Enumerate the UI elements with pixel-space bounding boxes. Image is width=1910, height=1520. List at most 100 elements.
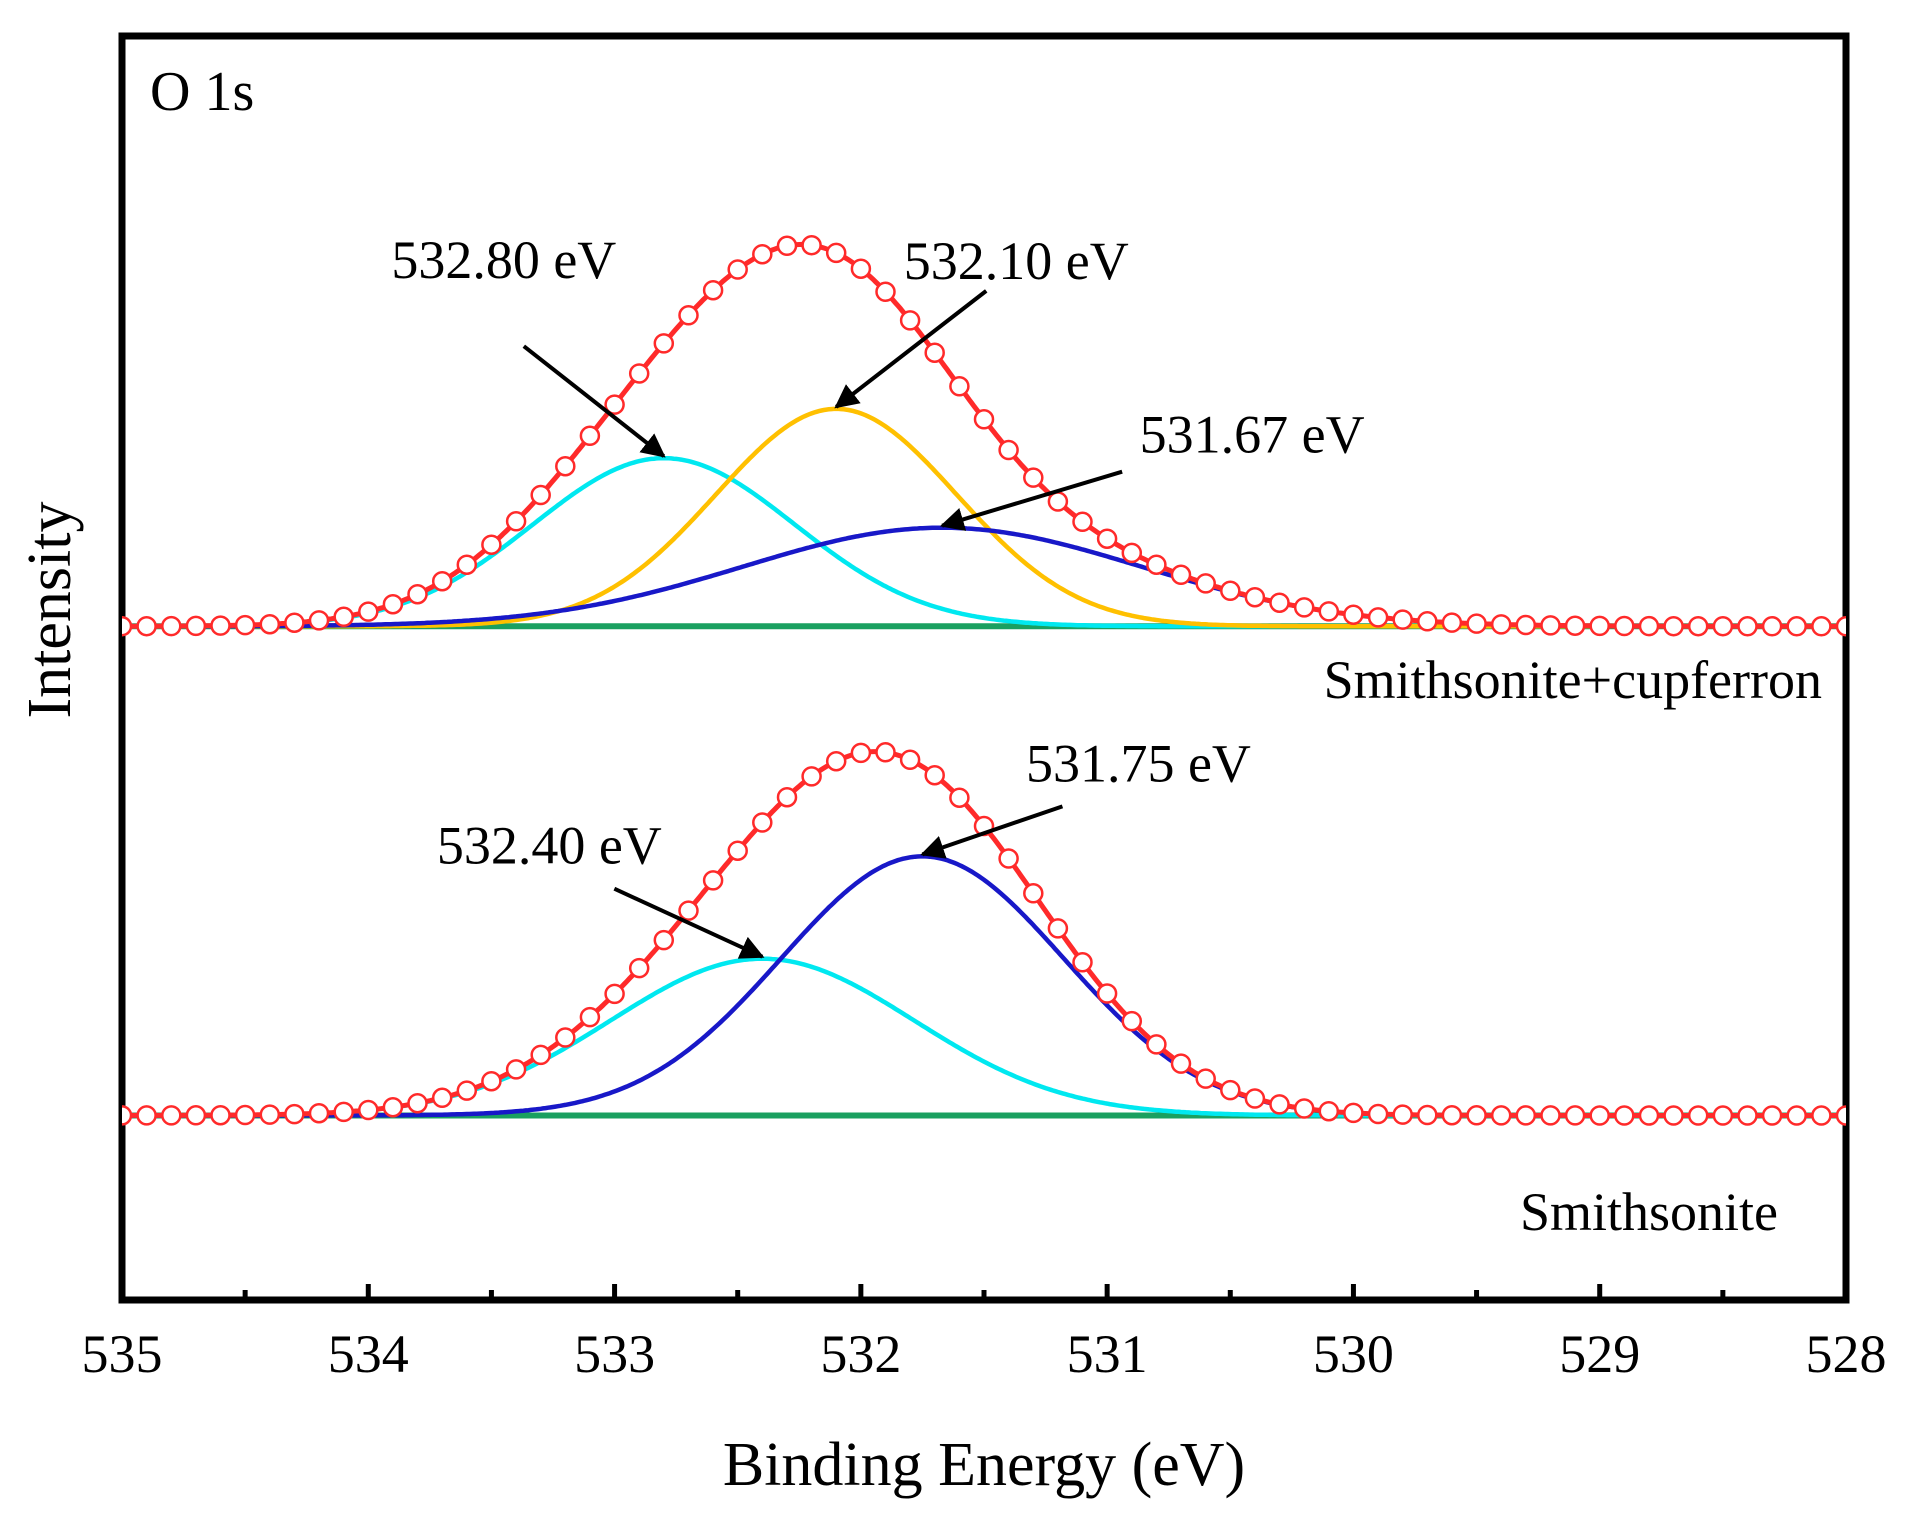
raw-data-point (1023, 467, 1044, 488)
x-tick-label: 530 (1313, 1324, 1394, 1384)
raw-data-point (776, 786, 798, 808)
raw-data-point (234, 614, 256, 636)
raw-data-point (1663, 615, 1684, 637)
raw-data-point (1490, 614, 1512, 635)
raw-data-point (825, 242, 847, 264)
raw-data-point (1540, 615, 1561, 636)
raw-data-point (1343, 604, 1364, 625)
component-peak-line (122, 854, 1846, 1118)
raw-data-point (924, 764, 945, 786)
raw-data-point (1170, 1053, 1192, 1074)
raw-data-point (1195, 1068, 1216, 1089)
annotation-label: 532.40 eV (437, 816, 662, 876)
raw-data-point (1564, 615, 1586, 636)
annotation-label: 531.67 eV (1140, 405, 1365, 465)
annotation-arrow (522, 344, 666, 458)
raw-data-point (431, 1087, 453, 1109)
raw-data-point (161, 615, 182, 637)
raw-data-point (1392, 1104, 1413, 1125)
raw-data-point (481, 534, 502, 555)
raw-data-point (628, 957, 650, 979)
raw-data-point (899, 749, 921, 771)
x-tick-label: 533 (574, 1324, 655, 1384)
raw-data-point (1564, 1105, 1586, 1126)
raw-data-point (1146, 554, 1167, 575)
raw-data-point (1343, 1102, 1364, 1124)
raw-data-point (1293, 597, 1315, 618)
raw-data-point (333, 606, 354, 628)
component-peak-line (122, 956, 1846, 1118)
raw-data-point (1835, 616, 1846, 637)
raw-data-point (1293, 1098, 1315, 1119)
raw-data-point (998, 848, 1019, 869)
raw-data-point (407, 1092, 428, 1114)
annotation-label: 531.75 eV (1026, 733, 1251, 793)
raw-data-point (1417, 1104, 1438, 1126)
raw-data-point (505, 511, 527, 532)
raw-data-point (530, 1044, 551, 1066)
raw-data-point (1540, 1105, 1561, 1126)
raw-data-point (1047, 491, 1069, 512)
raw-data-point (1392, 609, 1413, 630)
raw-data-point (1466, 1105, 1487, 1126)
raw-data-point (678, 305, 699, 326)
raw-data-point (1687, 615, 1709, 637)
raw-data-point (949, 787, 970, 808)
raw-data-point (653, 333, 675, 354)
x-tick-label: 535 (82, 1324, 163, 1384)
raw-data-point (1244, 1088, 1266, 1109)
raw-data-point (801, 234, 822, 256)
raw-data-point (210, 615, 231, 636)
raw-data-point (1638, 615, 1660, 637)
raw-data-point (431, 570, 453, 592)
raw-data-point (136, 615, 157, 637)
raw-data-point (1712, 1105, 1734, 1126)
raw-data-point (358, 601, 379, 622)
sample-label-smithsonite: Smithsonite (1520, 1182, 1778, 1242)
annotation-arrow (939, 469, 1123, 531)
raw-data-point (973, 409, 995, 430)
raw-data-point (1737, 1105, 1758, 1126)
raw-data-point (308, 1102, 330, 1124)
raw-data-point (1318, 1100, 1340, 1122)
raw-data-point (1269, 1094, 1290, 1115)
raw-data-point (122, 615, 133, 637)
raw-data-point (579, 425, 601, 447)
raw-data-point (1835, 1105, 1846, 1126)
raw-data-point (456, 554, 478, 575)
raw-data-point (1466, 613, 1487, 634)
raw-data-point (1047, 918, 1069, 939)
raw-data-point (1318, 601, 1340, 622)
raw-data-point (358, 1099, 379, 1121)
x-tick-label: 531 (1067, 1324, 1148, 1384)
panel-title: O 1s (150, 61, 254, 123)
raw-data-point (604, 394, 625, 415)
raw-data-point (1269, 592, 1290, 613)
annotation-arrow (834, 289, 988, 409)
raw-data-point (185, 615, 207, 637)
x-tick-label: 532 (820, 1324, 901, 1384)
raw-data-point (1614, 1105, 1635, 1126)
raw-data-point (530, 484, 551, 506)
raw-data-point (1638, 1105, 1660, 1126)
component-peak-line (122, 455, 1846, 629)
raw-data-point (136, 1105, 157, 1126)
raw-data-point (185, 1105, 207, 1126)
raw-data-point (1663, 1105, 1684, 1126)
raw-data-point (1170, 564, 1192, 586)
raw-data-point (825, 750, 847, 772)
raw-data-point (776, 235, 798, 257)
raw-data-point (998, 439, 1019, 461)
raw-data-point (1811, 616, 1832, 637)
raw-data-point (1244, 586, 1266, 608)
raw-data-point (1786, 616, 1807, 637)
raw-data-point (1712, 615, 1734, 637)
raw-data-point (702, 870, 724, 891)
raw-data-point (555, 1027, 576, 1048)
raw-data-point (382, 593, 404, 615)
raw-data-point (555, 455, 576, 477)
annotation-arrow (613, 886, 765, 959)
raw-data-point (259, 613, 281, 635)
raw-data-point (1121, 1010, 1143, 1032)
